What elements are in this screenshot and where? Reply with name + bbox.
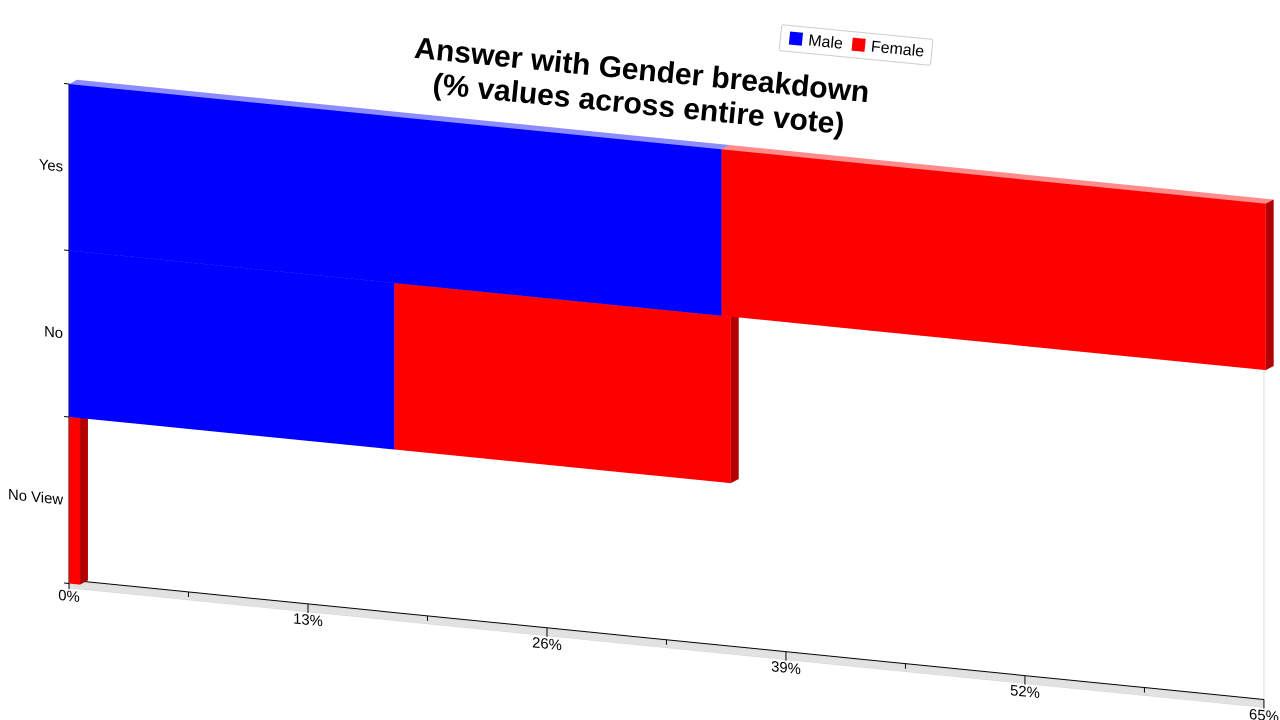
x-tick-label-13-pct: 13%: [293, 610, 323, 630]
category-label-no: No: [44, 323, 63, 342]
bar-yes-male: [69, 84, 722, 316]
legend-label-male: Male: [807, 32, 843, 52]
x-tick-label-52-pct: 52%: [1010, 682, 1040, 702]
x-tick-label-39-pct: 39%: [771, 658, 801, 678]
legend: Male Female: [778, 24, 934, 66]
bar-top-yes-male: [69, 79, 730, 150]
bar-side-yes-female: [1265, 199, 1274, 371]
x-tick-labels: 0% 13% 26% 39% 52% 65%: [58, 587, 1279, 720]
bar-no-view-female: [69, 417, 81, 585]
x-axis-line: [69, 579, 1264, 700]
x-tick-label-65-pct: 65%: [1249, 706, 1279, 720]
x-tick-label-26-pct: 26%: [532, 634, 562, 654]
bars: [69, 79, 1274, 585]
bar-side-no-female: [730, 312, 739, 484]
x-axis-ticks: [64, 83, 1265, 709]
legend-swatch-female: [851, 37, 866, 52]
bar-side-no-view-female: [80, 413, 88, 585]
x-tick-label-0-pct: 0%: [58, 587, 79, 606]
bar-no-male: [69, 250, 395, 450]
category-label-no-view: No View: [8, 486, 63, 509]
bar-no-female: [394, 283, 731, 484]
category-label-yes: Yes: [39, 156, 63, 175]
bar-yes-female: [721, 149, 1266, 371]
legend-swatch-male: [788, 31, 804, 46]
plot-area: Yes No No View 0% 13% 26% 39% 52% 65%: [8, 79, 1279, 720]
legend-label-female: Female: [870, 39, 925, 61]
category-labels: Yes No No View: [8, 156, 63, 509]
bar-top-yes-female: [721, 145, 1274, 204]
